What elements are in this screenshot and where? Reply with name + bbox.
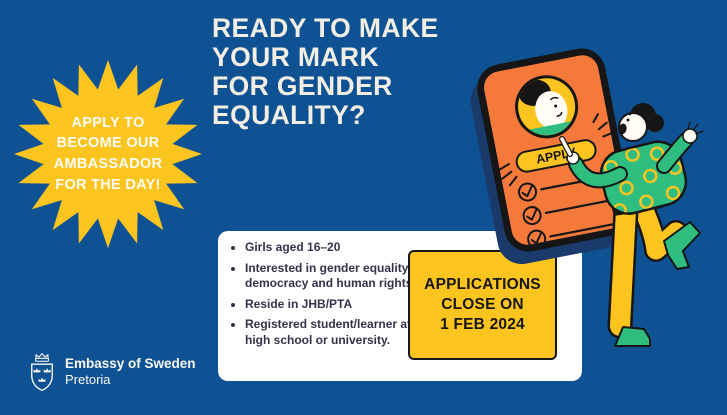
check-icon <box>530 231 543 245</box>
deadline-line: CLOSE ON <box>441 295 524 313</box>
apply-badge: APPLY TO BECOME OUR AMBASSADOR FOR THE D… <box>12 58 204 250</box>
headline-line: YOUR MARK <box>212 42 380 73</box>
woman-head <box>618 103 664 142</box>
badge-line: BECOME OUR <box>56 135 160 152</box>
open-hand <box>682 121 704 144</box>
requirements-list: Girls aged 16–20 Interested in gender eq… <box>218 240 431 349</box>
deadline-line: 1 FEB 2024 <box>440 316 525 334</box>
starburst-icon <box>13 59 203 249</box>
headline-line: READY TO MAKE <box>212 13 439 43</box>
standing-shoe <box>614 326 651 347</box>
woman-character <box>559 103 704 347</box>
tablet-form: APPLY <box>470 48 633 265</box>
requirement-item: Interested in gender equality, democracy… <box>245 261 431 292</box>
raised-shoe <box>663 221 701 270</box>
requirement-item: Reside in JHB/PTA <box>245 297 431 313</box>
headline-line: EQUALITY? <box>212 100 366 131</box>
check-icon <box>526 207 538 221</box>
headline-line: FOR GENDER <box>212 71 393 102</box>
badge-line: APPLY TO <box>71 114 145 131</box>
embassy-name: Embassy of Sweden <box>65 356 196 371</box>
emphasis-lines <box>497 113 614 187</box>
check-icon <box>521 183 534 198</box>
embassy-city: Pretoria <box>65 372 111 387</box>
deadline-line: APPLICATIONS <box>424 275 541 293</box>
poster-headline: READY TO MAKE YOUR MARK FOR GENDER EQUAL… <box>212 13 439 131</box>
badge-line: AMBASSADOR <box>53 156 163 172</box>
apply-badge-text: APPLY TO BECOME OUR AMBASSADOR FOR THE D… <box>12 58 204 250</box>
application-illustration: APPLY <box>470 48 704 347</box>
deadline-box: APPLICATIONS CLOSE ON 1 FEB 2024 <box>408 250 557 360</box>
requirement-item: Registered student/learner at a high sch… <box>245 317 431 348</box>
badge-line: FOR THE DAY! <box>55 176 161 193</box>
embassy-logo: Embassy of Sweden Pretoria <box>30 351 196 392</box>
three-crowns-icon <box>31 353 53 392</box>
embassy-logo-text: Embassy of Sweden Pretoria <box>65 356 196 387</box>
requirement-item: Girls aged 16–20 <box>245 240 431 256</box>
